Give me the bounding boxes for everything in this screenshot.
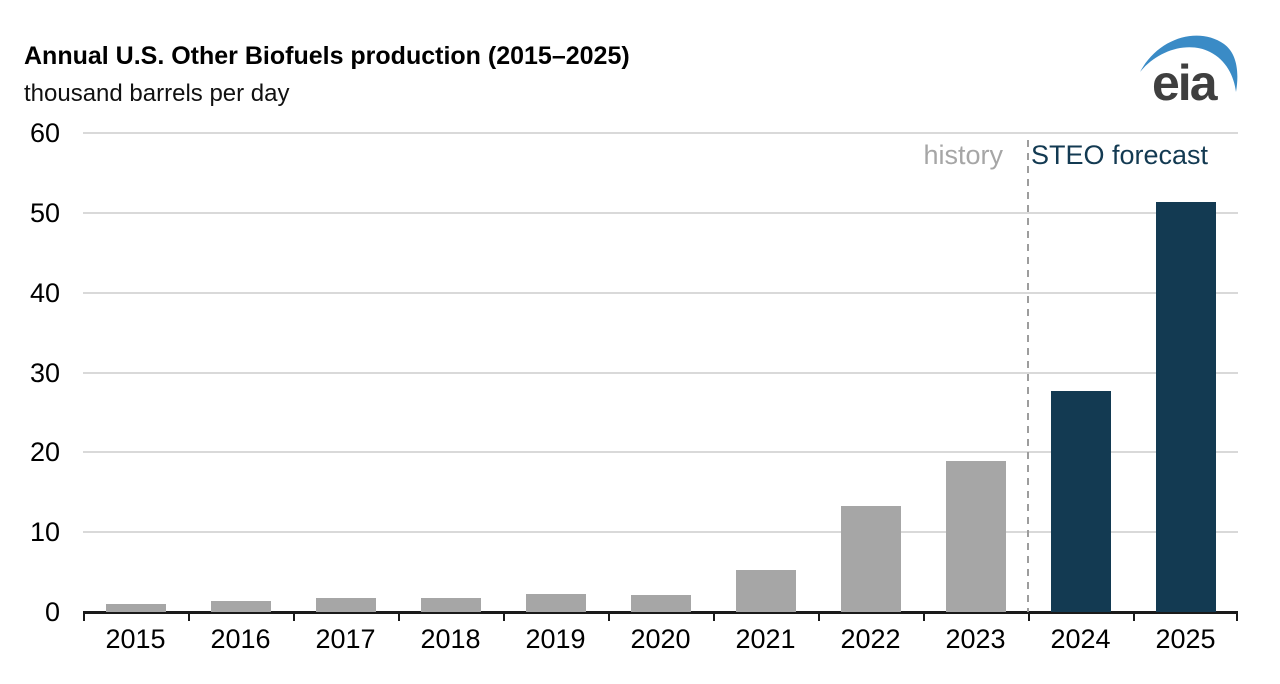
chart-title: Annual U.S. Other Biofuels production (2… bbox=[24, 42, 630, 70]
x-axis-tick bbox=[503, 612, 505, 621]
x-axis-tick bbox=[1236, 612, 1238, 621]
y-tick-label-50: 50 bbox=[29, 197, 60, 228]
x-axis-tick bbox=[1133, 612, 1135, 621]
x-axis-tick bbox=[818, 612, 820, 621]
y-tick-label-30: 30 bbox=[29, 357, 60, 388]
chart-units-subtitle: thousand barrels per day bbox=[24, 80, 290, 107]
bar-2022-history bbox=[840, 506, 901, 612]
x-axis-tick bbox=[923, 612, 925, 621]
eia-logo-text: eia bbox=[1152, 55, 1218, 111]
y-tick-label-10: 10 bbox=[29, 517, 60, 548]
x-tick-label-2021: 2021 bbox=[735, 624, 796, 654]
x-axis-tick bbox=[188, 612, 190, 621]
y-tick-label-20: 20 bbox=[29, 437, 60, 468]
x-axis-tick bbox=[608, 612, 610, 621]
x-tick-label-2025: 2025 bbox=[1155, 624, 1216, 654]
x-tick-label-2018: 2018 bbox=[420, 624, 481, 654]
x-axis-line bbox=[83, 611, 1238, 614]
eia-logo: eia bbox=[1136, 26, 1240, 108]
forecast-divider-line bbox=[1027, 140, 1029, 612]
y-tick-label-0: 0 bbox=[44, 597, 60, 627]
gridline-y50 bbox=[83, 211, 1238, 214]
x-axis-tick bbox=[293, 612, 295, 621]
bar-2016-history bbox=[210, 601, 271, 612]
x-tick-label-2015: 2015 bbox=[105, 624, 166, 654]
bar-2020-history bbox=[630, 595, 691, 612]
gridline-y20 bbox=[83, 451, 1238, 454]
gridline-y10 bbox=[83, 531, 1238, 534]
bar-2018-history bbox=[420, 598, 481, 612]
gridline-y40 bbox=[83, 291, 1238, 294]
eia-logo-swoosh-icon bbox=[1140, 35, 1238, 92]
steo-forecast-label: STEO forecast bbox=[1031, 140, 1209, 170]
gridline-y60 bbox=[83, 132, 1238, 134]
x-tick-label-2016: 2016 bbox=[210, 624, 271, 654]
plot-area bbox=[83, 132, 1238, 621]
bar-2019-history bbox=[525, 594, 586, 612]
x-axis-tick bbox=[83, 612, 85, 621]
y-tick-label-40: 40 bbox=[29, 277, 60, 308]
bar-2023-history bbox=[945, 461, 1006, 612]
x-tick-label-2023: 2023 bbox=[945, 624, 1006, 654]
x-tick-label-2017: 2017 bbox=[315, 624, 376, 654]
gridline-y30 bbox=[83, 371, 1238, 374]
bar-2024-steo-forecast bbox=[1050, 391, 1111, 612]
x-axis-tick bbox=[1028, 612, 1030, 621]
x-tick-label-2020: 2020 bbox=[630, 624, 691, 654]
history-label: history bbox=[923, 140, 1003, 170]
x-tick-label-2022: 2022 bbox=[840, 624, 901, 654]
x-axis-tick bbox=[713, 612, 715, 621]
x-axis-tick bbox=[398, 612, 400, 621]
bar-2021-history bbox=[735, 570, 796, 612]
bar-2015-history bbox=[105, 604, 166, 612]
bar-2025-steo-forecast bbox=[1155, 202, 1216, 612]
x-tick-label-2024: 2024 bbox=[1050, 624, 1111, 654]
y-tick-label-60: 60 bbox=[29, 118, 60, 148]
bar-2017-history bbox=[315, 598, 376, 612]
x-tick-label-2019: 2019 bbox=[525, 624, 586, 654]
